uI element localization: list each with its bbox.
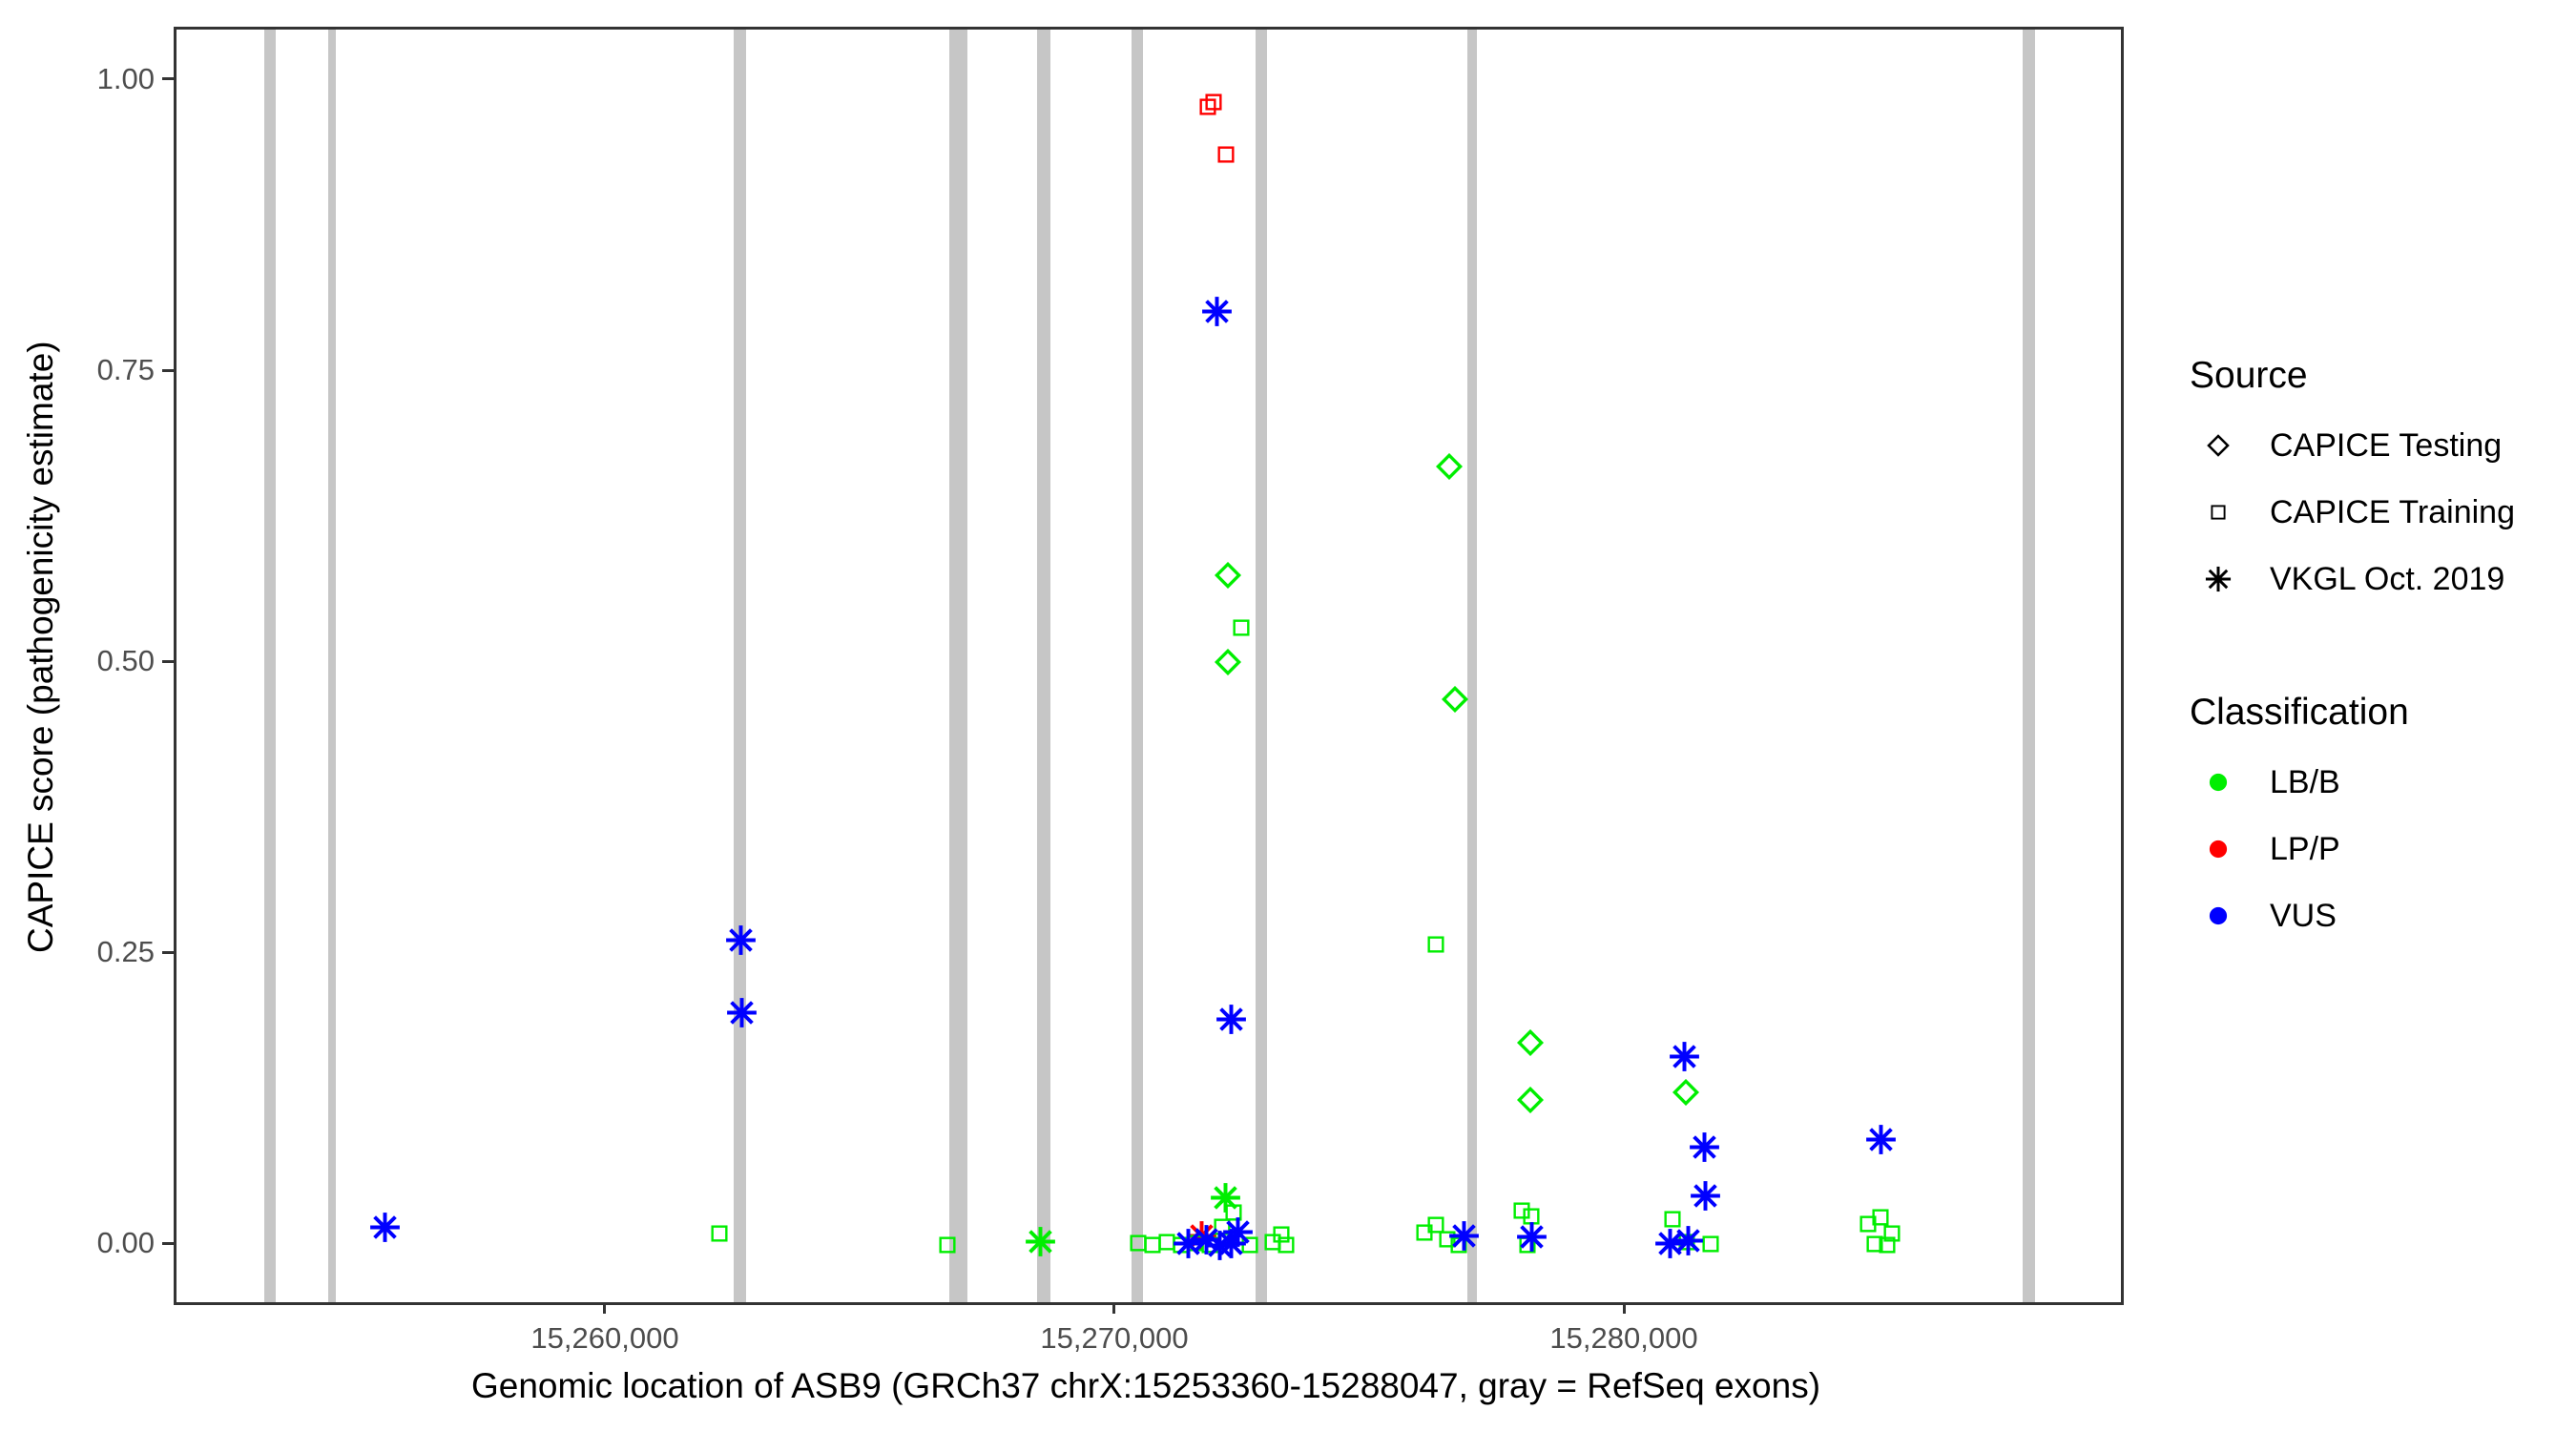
data-point-square-lbb [1882, 1224, 1901, 1248]
data-point-square-lbb [710, 1224, 729, 1248]
legend-classification: Classification LB/B LP/P VUS [2190, 692, 2571, 959]
refseq-exon-bar [1256, 30, 1268, 1302]
legend-item-label: LP/P [2270, 830, 2340, 867]
legend-item-vus: VUS [2190, 892, 2571, 940]
legend-classification-title: Classification [2190, 692, 2409, 733]
x-tick-mark [1622, 1302, 1626, 1314]
data-point-square-lbb [1865, 1234, 1884, 1258]
data-point-asterisk-vus [1516, 1221, 1548, 1257]
legend-item-vkgl-oct-2019: VKGL Oct. 2019 [2190, 555, 2571, 603]
data-point-diamond-lbb [1442, 685, 1469, 717]
x-tick-label: 15,270,000 [1040, 1321, 1189, 1355]
data-point-asterisk-lbb [1210, 1182, 1241, 1218]
data-point-diamond-lbb [1436, 452, 1464, 485]
data-point-asterisk-vus [369, 1212, 401, 1248]
y-axis-title: CAPICE score (pathogenicity estimate) [21, 341, 60, 953]
data-point-asterisk-vus [1865, 1124, 1897, 1160]
legend-item-label: LB/B [2270, 763, 2340, 800]
data-point-square-lbb [1701, 1234, 1720, 1258]
y-tick-mark [162, 1241, 174, 1245]
legend-source-title: Source [2190, 355, 2308, 396]
y-tick-mark [162, 368, 174, 372]
data-point-asterisk-vus [726, 997, 758, 1033]
legend-item-label: VKGL Oct. 2019 [2270, 560, 2505, 597]
legend-item-capice-testing: CAPICE Testing [2190, 422, 2571, 469]
data-point-asterisk-vus [1672, 1225, 1704, 1261]
data-point-square-lbb [938, 1235, 957, 1259]
dot-icon [2190, 903, 2247, 928]
data-point-diamond-lbb [1516, 1028, 1545, 1061]
x-axis-title: Genomic location of ASB9 (GRCh37 chrX:15… [470, 1366, 1821, 1405]
legend-item-capice-training: CAPICE Training [2190, 488, 2571, 536]
data-point-square-lbb [1232, 618, 1251, 642]
x-tick-mark [1112, 1302, 1116, 1314]
data-point-square-lbb [1426, 935, 1445, 959]
square-icon [2190, 504, 2247, 521]
data-point-square-lbb [1512, 1201, 1531, 1225]
dot-icon [2190, 837, 2247, 861]
data-point-asterisk-vus [1448, 1220, 1480, 1256]
dot-icon [2190, 770, 2247, 795]
legend-source: Source CAPICE Testing CAPICE Training VKGL… [2190, 355, 2571, 622]
data-point-square-lpp [1198, 97, 1217, 121]
data-point-asterisk-lbb [1025, 1226, 1056, 1262]
legend-item-lb-b: LB/B [2190, 758, 2571, 806]
data-point-diamond-lbb [1214, 648, 1242, 680]
data-point-square-lbb [1878, 1235, 1897, 1259]
data-point-square-lbb [1438, 1230, 1457, 1254]
legend-item-label: CAPICE Training [2270, 493, 2515, 530]
refseq-exon-bar [1132, 30, 1143, 1302]
data-point-square-lbb [1272, 1225, 1291, 1249]
data-point-square-lbb [1871, 1208, 1890, 1232]
data-point-diamond-lbb [1214, 562, 1241, 593]
asterisk-icon [2190, 566, 2247, 592]
y-tick-mark [162, 77, 174, 81]
y-tick-mark [162, 659, 174, 663]
y-tick-label: 0.50 [96, 644, 155, 678]
data-point-asterisk-vus [1201, 296, 1233, 332]
x-tick-label: 15,260,000 [530, 1321, 679, 1355]
refseq-exon-bar [2023, 30, 2035, 1302]
legend-item-label: VUS [2270, 897, 2337, 934]
data-point-square-lpp [1204, 93, 1223, 116]
x-tick-mark [603, 1302, 607, 1314]
y-tick-label: 1.00 [96, 61, 155, 95]
refseq-exon-bar [327, 30, 336, 1302]
refseq-exon-bar [1467, 30, 1477, 1302]
data-point-diamond-lbb [1672, 1079, 1700, 1110]
data-point-asterisk-vus [1669, 1041, 1700, 1077]
refseq-exon-bar [733, 30, 746, 1302]
y-tick-label: 0.00 [96, 1226, 155, 1260]
data-point-asterisk-vus [725, 924, 757, 961]
data-point-square-lbb [1426, 1215, 1445, 1239]
data-point-asterisk-vus [1689, 1131, 1720, 1168]
data-point-asterisk-vus [1690, 1180, 1721, 1216]
data-point-asterisk-vus [1654, 1228, 1686, 1264]
y-tick-label: 0.25 [96, 935, 155, 969]
data-point-asterisk-vus [1222, 1216, 1254, 1253]
data-point-diamond-lbb [1516, 1086, 1545, 1118]
y-tick-mark [162, 950, 174, 954]
refseq-exon-bar [264, 30, 276, 1302]
data-point-asterisk-vus [1215, 1004, 1247, 1040]
legend-item-label: CAPICE Testing [2270, 426, 2503, 464]
refseq-exon-bar [1036, 30, 1050, 1302]
x-tick-label: 15,280,000 [1549, 1321, 1698, 1355]
data-point-asterisk-vus [1173, 1228, 1204, 1264]
refseq-exon-bar [948, 30, 967, 1302]
legend-item-lp-p: LP/P [2190, 825, 2571, 873]
data-point-square-lbb [1663, 1210, 1682, 1234]
plot-panel [174, 27, 2124, 1305]
data-point-square-lbb [1277, 1235, 1296, 1259]
diamond-icon [2190, 434, 2247, 457]
y-tick-label: 0.75 [96, 353, 155, 387]
data-point-square-lpp [1216, 145, 1236, 169]
